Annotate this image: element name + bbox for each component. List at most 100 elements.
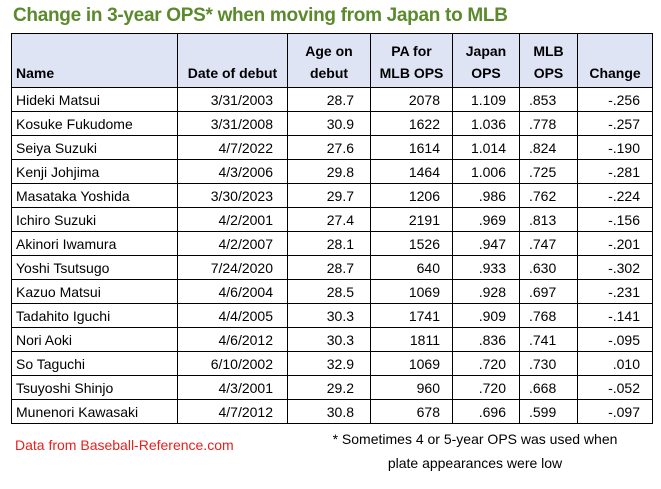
- header-date: Date of debut: [177, 33, 288, 88]
- mlb-ops: .747: [519, 231, 578, 256]
- pa: 640: [370, 255, 453, 280]
- mlb-ops: .824: [519, 135, 578, 160]
- table-row: Yoshi Tsutsugo 7/24/2020 28.7 640.933.630 -.…: [11, 255, 653, 280]
- japan-ops: 1.109: [452, 87, 520, 112]
- age: 28.7: [287, 255, 371, 280]
- debut-date: 4/3/2001: [177, 375, 288, 400]
- age: 28.5: [287, 279, 371, 304]
- header-mlb-ops: MLB OPS: [519, 33, 578, 88]
- table-row: Tsuyoshi Shinjo 4/3/2001 29.2 960.720.668 -.…: [11, 375, 653, 400]
- pa: 678: [370, 399, 453, 424]
- age: 30.3: [287, 327, 371, 352]
- pa: 1526: [370, 231, 453, 256]
- player-name: Kosuke Fukudome: [11, 111, 178, 136]
- pa: 1622: [370, 111, 453, 136]
- player-name: Ichiro Suzuki: [11, 207, 178, 232]
- debut-date: 3/31/2003: [177, 87, 288, 112]
- mlb-ops: .768: [519, 303, 578, 328]
- player-name: Kazuo Matsui: [11, 279, 178, 304]
- japan-ops: .720: [452, 375, 520, 400]
- ops-change: -.201: [577, 231, 653, 256]
- age: 30.8: [287, 399, 371, 424]
- player-name: Yoshi Tsutsugo: [11, 255, 178, 280]
- player-name: Nori Aoki: [11, 327, 178, 352]
- ops-change: -.257: [577, 111, 653, 136]
- table-row: Akinori Iwamura 4/2/2007 28.1 1526.947.747-…: [11, 231, 653, 256]
- mlb-ops: .725: [519, 159, 578, 184]
- ops-change: -.156: [577, 207, 653, 232]
- table-row: Seiya Suzuki 4/7/2022 27.6 1614 1.014.824 -.1…: [11, 135, 653, 160]
- age: 32.9: [287, 351, 371, 376]
- age: 30.9: [287, 111, 371, 136]
- mlb-ops: .730: [519, 351, 578, 376]
- ops-change: -.052: [577, 375, 653, 400]
- ops-change: -.097: [577, 399, 653, 424]
- table-row: Kenji Johjima 4/3/2006 29.8 1464 1.006.725 -.…: [11, 159, 653, 184]
- pa: 1464: [370, 159, 453, 184]
- mlb-ops: .697: [519, 279, 578, 304]
- mlb-ops: .599: [519, 399, 578, 424]
- pa: 1069: [370, 351, 453, 376]
- table-row: Ichiro Suzuki 4/2/2001 27.4 2191.969.813 -.1…: [11, 207, 653, 232]
- header-name: Name: [11, 33, 178, 88]
- table-row: Hideki Matsui 3/31/2003 28.7 2078 1.109.853-…: [11, 87, 653, 112]
- pa: 1811: [370, 327, 453, 352]
- player-name: Tsuyoshi Shinjo: [11, 375, 178, 400]
- japan-ops: .986: [452, 183, 520, 208]
- ops-change: -.256: [577, 87, 653, 112]
- debut-date: 3/31/2008: [177, 111, 288, 136]
- age: 29.7: [287, 183, 371, 208]
- table-row: Kosuke Fukudome 3/31/2008 30.9 1622 1.036.77…: [11, 111, 653, 136]
- ops-change: -.095: [577, 327, 653, 352]
- debut-date: 4/2/2007: [177, 231, 288, 256]
- debut-date: 3/30/2023: [177, 183, 288, 208]
- age: 29.2: [287, 375, 371, 400]
- japan-ops: .933: [452, 255, 520, 280]
- japan-ops: 1.014: [452, 135, 520, 160]
- ops-table: Name Date of debut Age on debut PA for MLB…: [11, 33, 653, 424]
- japan-ops: .720: [452, 351, 520, 376]
- player-name: Kenji Johjima: [11, 159, 178, 184]
- japan-ops: 1.006: [452, 159, 520, 184]
- pa: 1614: [370, 135, 453, 160]
- pa: 2191: [370, 207, 453, 232]
- player-name: Seiya Suzuki: [11, 135, 178, 160]
- footnote-line: plate appearances were low: [387, 455, 563, 471]
- mlb-ops: .762: [519, 183, 578, 208]
- mlb-ops: .741: [519, 327, 578, 352]
- pa: 1206: [370, 183, 453, 208]
- header-japan-ops: Japan OPS: [452, 33, 520, 88]
- player-name: Hideki Matsui: [11, 87, 178, 112]
- debut-date: 4/2/2001: [177, 207, 288, 232]
- ops-change: -.302: [577, 255, 653, 280]
- ops-change: -.190: [577, 135, 653, 160]
- mlb-ops: .778: [519, 111, 578, 136]
- ops-change: -.224: [577, 183, 653, 208]
- table-row: Kazuo Matsui 4/6/2004 28.5 1069.928.697 -.23…: [11, 279, 653, 304]
- ops-change: .010: [577, 351, 653, 376]
- debut-date: 4/4/2005: [177, 303, 288, 328]
- player-name: Tadahito Iguchi: [11, 303, 178, 328]
- ops-change: -.231: [577, 279, 653, 304]
- header-age: Age on debut: [287, 33, 371, 88]
- japan-ops: .969: [452, 207, 520, 232]
- ops-change: -.141: [577, 303, 653, 328]
- japan-ops: .947: [452, 231, 520, 256]
- age: 28.1: [287, 231, 371, 256]
- mlb-ops: .813: [519, 207, 578, 232]
- pa: 2078: [370, 87, 453, 112]
- pa: 1069: [370, 279, 453, 304]
- header-row: Name Date of debut Age on debut PA for MLB…: [11, 33, 653, 88]
- footnote-line: * Sometimes 4 or 5-year OPS was used whe…: [332, 431, 618, 447]
- age: 28.7: [287, 87, 371, 112]
- player-name: So Taguchi: [11, 351, 178, 376]
- japan-ops: .836: [452, 327, 520, 352]
- footnote: * Sometimes 4 or 5-year OPS was used whe…: [290, 427, 660, 475]
- table-row: Munenori Kawasaki 4/7/2012 30.8 678.696.599…: [11, 399, 653, 424]
- source-note: Data from Baseball-Reference.com: [15, 437, 234, 453]
- age: 29.8: [287, 159, 371, 184]
- age: 27.6: [287, 135, 371, 160]
- debut-date: 4/6/2004: [177, 279, 288, 304]
- mlb-ops: .668: [519, 375, 578, 400]
- player-name: Masataka Yoshida: [11, 183, 178, 208]
